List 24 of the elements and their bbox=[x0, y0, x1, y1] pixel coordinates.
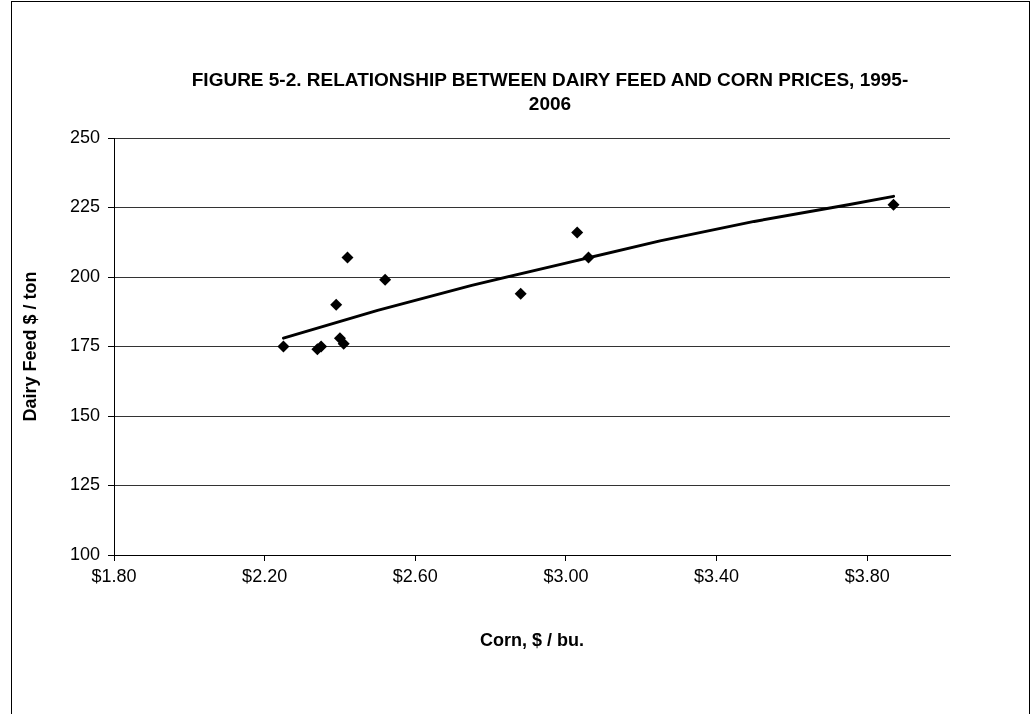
y-tick-label: 225 bbox=[69, 196, 100, 217]
x-tick-label: $3.00 bbox=[543, 565, 589, 586]
y-tick-label: 200 bbox=[69, 265, 100, 286]
y-tick-label: 150 bbox=[69, 404, 100, 425]
y-tick-label: 100 bbox=[69, 543, 100, 564]
point bbox=[887, 198, 900, 211]
y-tick-label: 125 bbox=[69, 474, 100, 495]
point bbox=[341, 251, 354, 264]
point bbox=[514, 287, 527, 300]
x-tick-label: $2.60 bbox=[392, 565, 438, 586]
point bbox=[379, 273, 392, 286]
chart-title: FIGURE 5-2. RELATIONSHIP BETWEEN DAIRY FEED AND CORN PRICES, 1995-2006 bbox=[190, 68, 910, 116]
x-tick-label: $1.80 bbox=[91, 565, 137, 586]
y-axis-title: Dairy Feed $ / ton bbox=[19, 271, 40, 422]
y-tick-label: 175 bbox=[69, 335, 100, 356]
x-tick-label: $3.80 bbox=[844, 565, 890, 586]
x-tick-label: $3.40 bbox=[694, 565, 740, 586]
point bbox=[582, 251, 595, 264]
point bbox=[277, 340, 290, 353]
y-tick-label: 250 bbox=[69, 126, 100, 147]
x-tick-label: $2.20 bbox=[242, 565, 288, 586]
point bbox=[330, 298, 343, 311]
point bbox=[571, 226, 584, 239]
x-axis-title: Corn, $ / bu. bbox=[479, 630, 585, 651]
